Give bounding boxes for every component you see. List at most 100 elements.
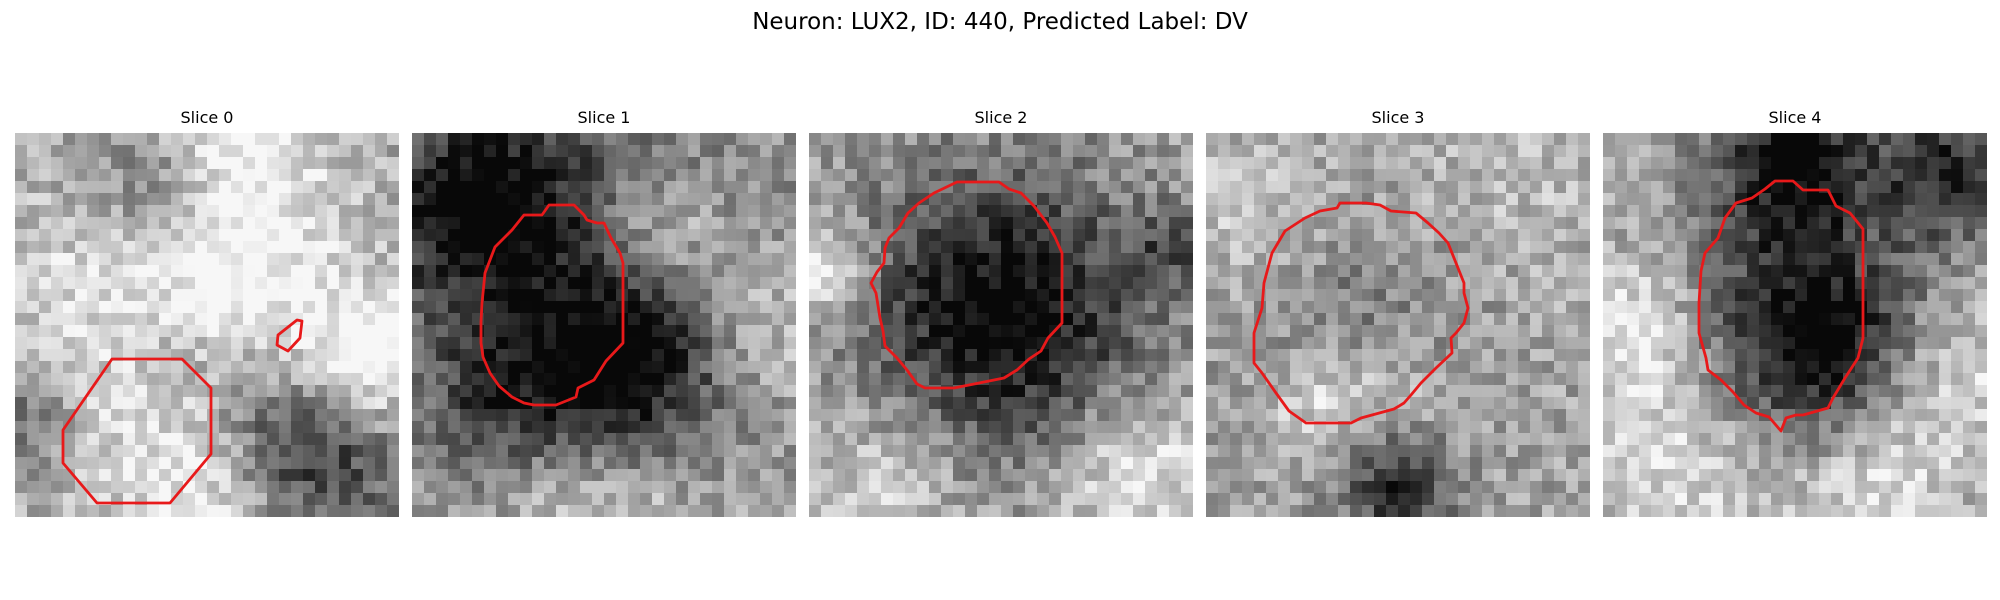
- pixel: [1338, 145, 1351, 158]
- pixel: [219, 265, 232, 278]
- pixel: [291, 301, 304, 314]
- pixel: [1627, 433, 1640, 446]
- pixel: [857, 229, 870, 242]
- pixel: [1266, 397, 1279, 410]
- pixel: [1651, 361, 1664, 374]
- pixel: [1254, 385, 1267, 398]
- pixel: [1530, 253, 1543, 266]
- pixel: [1771, 433, 1784, 446]
- pixel: [748, 157, 761, 170]
- pixel: [1819, 277, 1832, 290]
- pixel: [652, 181, 665, 194]
- pixel: [387, 217, 399, 230]
- pixel: [1181, 193, 1193, 206]
- pixel: [1963, 265, 1976, 278]
- pixel: [231, 253, 244, 266]
- pixel: [195, 325, 208, 338]
- pixel: [219, 301, 232, 314]
- pixel: [833, 421, 846, 434]
- pixel: [1843, 229, 1856, 242]
- pixel: [1915, 361, 1928, 374]
- pixel: [905, 169, 918, 182]
- pixel: [135, 193, 148, 206]
- pixel: [724, 349, 737, 362]
- roi-contour: [1252, 201, 1470, 425]
- pixel: [1651, 409, 1664, 422]
- pixel: [1049, 193, 1062, 206]
- pixel: [857, 469, 870, 482]
- pixel: [616, 493, 629, 506]
- pixel: [1963, 289, 1976, 302]
- pixel: [508, 241, 521, 254]
- pixel: [784, 181, 796, 194]
- pixel: [1362, 373, 1375, 386]
- pixel: [1470, 397, 1483, 410]
- pixel: [159, 337, 172, 350]
- pixel: [1181, 241, 1193, 254]
- pixel: [1049, 493, 1062, 506]
- pixel: [748, 505, 761, 517]
- pixel: [123, 277, 136, 290]
- pixel: [760, 217, 773, 230]
- pixel: [255, 481, 268, 494]
- pixel: [1771, 385, 1784, 398]
- pixel: [532, 505, 545, 517]
- pixel: [387, 289, 399, 302]
- pixel: [135, 325, 148, 338]
- pixel: [111, 361, 124, 374]
- pixel: [1687, 457, 1700, 470]
- pixel: [580, 505, 593, 517]
- pixel: [1446, 301, 1459, 314]
- pixel: [592, 193, 605, 206]
- pixel: [929, 481, 942, 494]
- pixel: [1350, 145, 1363, 158]
- pixel: [857, 265, 870, 278]
- pixel: [1061, 265, 1074, 278]
- pixel: [15, 265, 28, 278]
- pixel: [965, 337, 978, 350]
- pixel: [1458, 445, 1471, 458]
- pixel: [580, 241, 593, 254]
- pixel: [1807, 181, 1820, 194]
- pixel: [123, 193, 136, 206]
- pixel: [1242, 481, 1255, 494]
- pixel: [628, 301, 641, 314]
- pixel: [869, 169, 882, 182]
- pixel: [123, 157, 136, 170]
- pixel: [1663, 181, 1676, 194]
- pixel: [1939, 385, 1952, 398]
- pixel: [821, 397, 834, 410]
- pixel: [1927, 289, 1940, 302]
- pixel: [15, 493, 28, 506]
- pixel: [1121, 241, 1134, 254]
- pixel: [1013, 229, 1026, 242]
- pixel: [784, 349, 796, 362]
- pixel: [1230, 349, 1243, 362]
- pixel: [1699, 421, 1712, 434]
- pixel: [1627, 325, 1640, 338]
- pixel: [1843, 145, 1856, 158]
- pixel: [1759, 421, 1772, 434]
- pixel: [1242, 373, 1255, 386]
- pixel: [1771, 289, 1784, 302]
- pixel: [1061, 481, 1074, 494]
- pixel: [1434, 337, 1447, 350]
- pixel: [784, 157, 796, 170]
- pixel: [1085, 457, 1098, 470]
- pixel: [592, 289, 605, 302]
- pixel: [1759, 337, 1772, 350]
- pixel: [111, 133, 124, 146]
- pixel: [1819, 325, 1832, 338]
- pixel: [700, 181, 713, 194]
- pixel: [1037, 313, 1050, 326]
- pixel: [1675, 133, 1688, 146]
- pixel: [1951, 229, 1964, 242]
- pixel: [1278, 313, 1291, 326]
- pixel: [1675, 181, 1688, 194]
- pixel: [712, 289, 725, 302]
- pixel: [1663, 385, 1676, 398]
- pixel: [267, 385, 280, 398]
- pixel: [1554, 349, 1567, 362]
- pixel: [219, 493, 232, 506]
- pixel: [147, 265, 160, 278]
